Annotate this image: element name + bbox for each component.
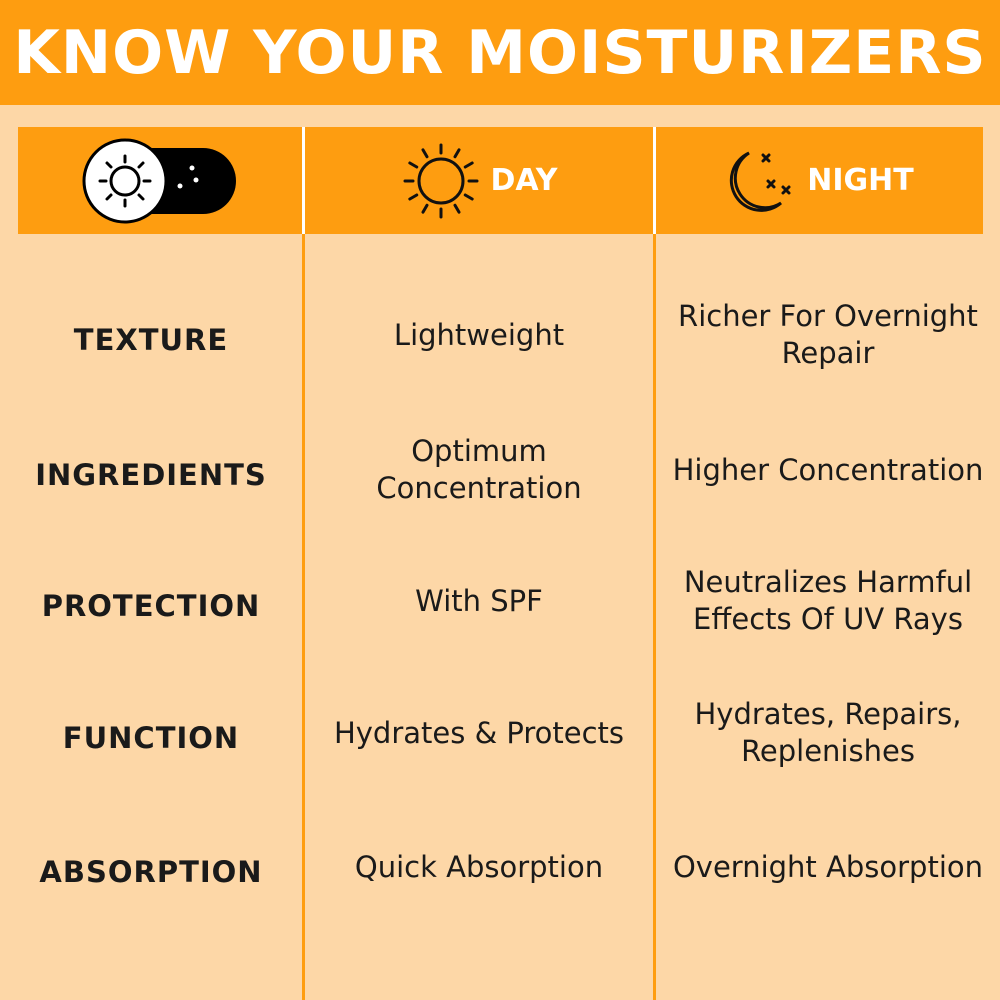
day-value: Lightweight	[393, 317, 565, 352]
day-value: Quick Absorption	[354, 849, 604, 884]
row-label: FUNCTION	[62, 720, 240, 755]
day-night-toggle-icon	[82, 138, 236, 223]
column-divider	[302, 127, 305, 1000]
row-label: ABSORPTION	[39, 854, 263, 889]
row-label: TEXTURE	[73, 322, 229, 357]
moon-stars-icon	[730, 151, 791, 212]
day-value: With SPF	[415, 583, 543, 618]
column-divider	[653, 127, 656, 1000]
day-value: Optimum Concentration	[376, 434, 582, 505]
night-column-label: NIGHT	[807, 163, 914, 198]
day-column-label: DAY	[490, 163, 558, 198]
row-label: PROTECTION	[41, 588, 261, 623]
day-value: Hydrates & Protects	[333, 715, 625, 750]
night-value: Higher Concentration	[672, 452, 984, 487]
night-value: Overnight Absorption	[672, 849, 984, 884]
night-value: Hydrates, Repairs, Replenishes	[694, 697, 962, 768]
night-value: Neutralizes Harmful Effects Of UV Rays	[683, 565, 973, 636]
header-day: DAY	[305, 127, 653, 234]
header-night: NIGHT	[656, 127, 983, 234]
title-banner: KNOW YOUR MOISTURIZERS	[0, 0, 1000, 105]
page-title: KNOW YOUR MOISTURIZERS	[13, 17, 987, 88]
night-value: Richer For Overnight Repair	[678, 299, 978, 370]
row-label: INGREDIENTS	[35, 457, 267, 492]
sun-icon	[403, 143, 478, 218]
header-toggle-cell	[18, 127, 302, 234]
